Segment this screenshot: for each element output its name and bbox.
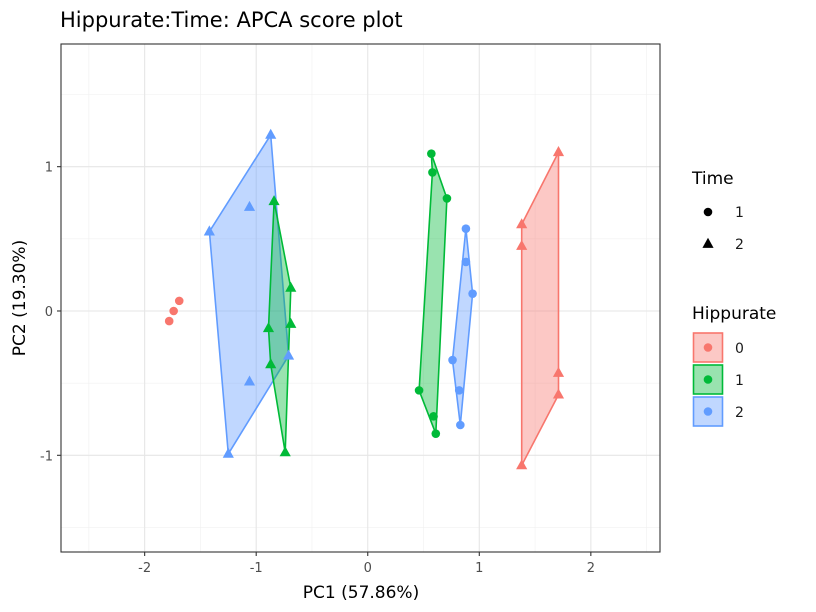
point-time1-hippurate-1 <box>414 386 424 395</box>
point-time2-hippurate-1 <box>262 322 275 333</box>
x-axis: -2 -1 0 1 2 <box>138 552 595 576</box>
point-time2-hippurate-0 <box>552 366 565 377</box>
legend-time-label: 1 <box>735 205 744 221</box>
legend-hippurate-label: 2 <box>735 405 744 421</box>
x-tick-label: -1 <box>250 561 263 576</box>
point-time1-hippurate-1 <box>442 194 452 203</box>
legend-hippurate-label: 1 <box>735 373 744 389</box>
legend-hippurate-key-dot <box>703 375 713 384</box>
legend-hippurate-title: Hippurate <box>692 304 776 324</box>
legend-time-label: 2 <box>735 237 744 253</box>
point-time1-hippurate-0 <box>164 316 174 326</box>
hull-hippurate-1 <box>267 200 292 454</box>
point-layer <box>164 128 565 470</box>
point-time2-hippurate-0 <box>552 146 565 157</box>
y-tick-label: -1 <box>40 449 53 464</box>
y-tick-label: 1 <box>45 161 53 176</box>
hull-hippurate-2 <box>451 227 474 426</box>
x-tick-label: 1 <box>475 561 483 576</box>
point-time2-hippurate-1 <box>268 195 280 206</box>
point-time1-hippurate-1 <box>429 412 438 421</box>
point-time2-hippurate-0 <box>516 218 528 229</box>
legend-time-circle-key <box>703 207 713 217</box>
x-tick-label: -2 <box>138 561 151 576</box>
point-time1-hippurate-2 <box>461 224 471 234</box>
legend-hippurate-key-box <box>692 332 724 363</box>
point-time1-hippurate-0 <box>169 306 178 316</box>
point-time1-hippurate-0 <box>174 296 184 306</box>
x-axis-title: PC1 (57.86%) <box>303 583 419 603</box>
point-time2-hippurate-2 <box>243 375 256 386</box>
legend-hippurate: Hippurate 0 1 2 <box>692 304 776 427</box>
point-time2-hippurate-1 <box>279 446 291 457</box>
legend-hippurate-key-dot <box>703 343 713 352</box>
grid-major <box>61 44 660 552</box>
x-tick-label: 0 <box>364 561 372 576</box>
point-time2-hippurate-0 <box>516 239 528 250</box>
hull-layer <box>208 134 560 467</box>
panel-border <box>60 43 661 553</box>
chart-title: Hippurate:Time: APCA score plot <box>60 8 403 32</box>
x-tick-label: 2 <box>587 561 595 576</box>
y-tick-label: 0 <box>45 305 53 320</box>
point-time1-hippurate-2 <box>454 386 464 395</box>
point-time2-hippurate-2 <box>243 200 256 211</box>
point-time1-hippurate-1 <box>427 149 436 158</box>
point-time2-hippurate-1 <box>285 317 297 328</box>
point-time2-hippurate-0 <box>552 388 565 399</box>
point-time1-hippurate-2 <box>468 289 477 298</box>
point-time1-hippurate-2 <box>448 355 457 365</box>
point-time2-hippurate-0 <box>516 459 528 470</box>
legend-time-title: Time <box>691 169 734 189</box>
point-time2-hippurate-2 <box>222 447 234 458</box>
point-time2-hippurate-2 <box>265 128 277 139</box>
point-time2-hippurate-2 <box>203 225 215 236</box>
y-axis-title: PC2 (19.30%) <box>10 240 30 356</box>
point-time1-hippurate-1 <box>428 168 437 177</box>
point-time1-hippurate-2 <box>456 420 465 430</box>
point-time1-hippurate-2 <box>461 257 471 267</box>
legend-time-triangle-key <box>702 237 714 248</box>
hull-hippurate-0 <box>520 151 560 467</box>
point-time2-hippurate-2 <box>282 349 295 360</box>
legend-hippurate-key-dot <box>703 407 713 416</box>
point-time2-hippurate-1 <box>285 281 297 292</box>
legend-hippurate-label: 0 <box>735 341 744 357</box>
y-axis: -1 0 1 <box>40 161 61 464</box>
point-time1-hippurate-1 <box>431 429 441 438</box>
grid-minor <box>61 44 660 552</box>
point-time2-hippurate-1 <box>265 358 277 369</box>
